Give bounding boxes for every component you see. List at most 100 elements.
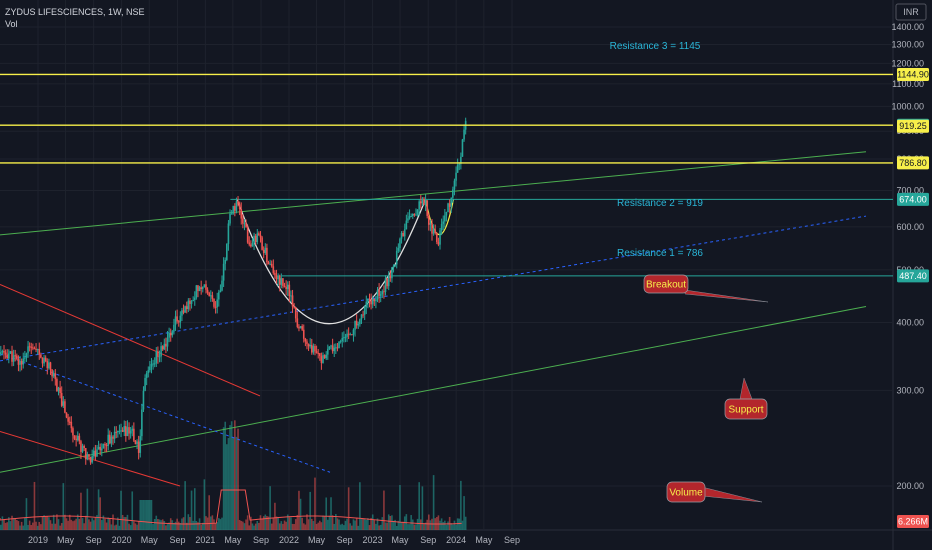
resistance-annotation: Resistance 3 = 1145 bbox=[610, 41, 701, 52]
volume-bar bbox=[201, 522, 204, 530]
volume-bar bbox=[283, 520, 286, 530]
volume-bar bbox=[174, 521, 177, 530]
candle-body bbox=[248, 242, 251, 245]
volume-bar bbox=[70, 519, 73, 530]
volume-bar bbox=[94, 517, 97, 530]
candle-body bbox=[347, 333, 350, 335]
volume-callout-box bbox=[666, 481, 706, 503]
candle-body bbox=[197, 285, 199, 292]
volume-bar bbox=[193, 488, 196, 530]
candle-body bbox=[429, 222, 432, 225]
volume-bar bbox=[310, 518, 313, 530]
volume-bar bbox=[328, 515, 331, 530]
x-tick-label: May bbox=[141, 535, 159, 545]
volume-bar bbox=[60, 523, 63, 530]
candle-body bbox=[65, 412, 68, 418]
candle-body bbox=[322, 355, 324, 363]
volume-bar bbox=[290, 517, 292, 530]
candle-body bbox=[246, 227, 249, 243]
candle-body bbox=[221, 280, 223, 291]
volume-bar bbox=[177, 521, 180, 530]
candle-body bbox=[370, 300, 372, 305]
volume-bar bbox=[86, 488, 89, 530]
candle-body bbox=[285, 286, 287, 290]
volume-bar bbox=[413, 524, 416, 530]
volume-bar bbox=[64, 514, 66, 530]
volume-bar bbox=[83, 523, 85, 530]
candle-body bbox=[301, 326, 303, 330]
horizontal-levels bbox=[0, 73, 893, 164]
candle-body bbox=[413, 214, 416, 216]
volume-bar bbox=[49, 520, 52, 530]
volume-bar bbox=[24, 517, 26, 530]
volume-bar bbox=[171, 520, 174, 530]
volume-bar bbox=[272, 517, 275, 530]
candle-body bbox=[192, 300, 194, 302]
currency-button[interactable] bbox=[895, 3, 927, 21]
volume-bar bbox=[19, 525, 21, 530]
candle-body bbox=[309, 344, 311, 347]
candle-body bbox=[24, 357, 26, 359]
candle-body bbox=[11, 351, 13, 362]
volume-bar bbox=[81, 518, 84, 530]
candle-body bbox=[43, 357, 45, 364]
y-tick-label: 400.00 bbox=[896, 318, 924, 328]
x-tick-label: Sep bbox=[253, 535, 269, 545]
price-label-text: 786.80 bbox=[899, 158, 927, 168]
volume-bar bbox=[109, 518, 111, 530]
candle-body bbox=[266, 247, 268, 263]
volume-bar bbox=[78, 518, 81, 530]
candle-body bbox=[224, 259, 227, 264]
volume-bar bbox=[184, 481, 186, 530]
candle-body bbox=[120, 430, 122, 432]
volume-bar bbox=[258, 522, 260, 530]
candle-body bbox=[128, 427, 130, 434]
candle-body bbox=[253, 235, 255, 244]
candle-body bbox=[250, 244, 252, 247]
candle-body bbox=[408, 216, 411, 219]
volume-bar bbox=[12, 517, 15, 530]
volume-bar bbox=[89, 521, 92, 530]
candle-body bbox=[437, 242, 440, 245]
candle-body bbox=[181, 310, 183, 316]
channel-lower-line bbox=[0, 306, 867, 473]
volume-bar bbox=[267, 516, 270, 530]
volume-bar bbox=[365, 519, 368, 530]
candle-body bbox=[258, 233, 260, 236]
volume-bar bbox=[192, 520, 194, 530]
volume-bar bbox=[415, 524, 417, 530]
volume-bar bbox=[363, 518, 366, 530]
volume-bar bbox=[62, 483, 65, 530]
volume-bar bbox=[56, 514, 58, 530]
candle-body bbox=[452, 189, 454, 198]
volume-bar bbox=[428, 514, 430, 530]
breakout-callout-box bbox=[643, 274, 689, 294]
candle-body bbox=[463, 129, 465, 140]
volume-bar bbox=[407, 524, 409, 530]
candles bbox=[0, 117, 467, 465]
volume-bar bbox=[317, 522, 319, 530]
volume-bar bbox=[250, 516, 252, 530]
candle-body bbox=[274, 272, 276, 276]
candle-body bbox=[399, 238, 401, 248]
volume-bar bbox=[282, 523, 284, 530]
volume-bar bbox=[139, 500, 142, 530]
candle-body bbox=[51, 369, 53, 377]
volume-bar bbox=[125, 517, 127, 530]
price-label-text: 919.25 bbox=[899, 121, 927, 131]
candle-body bbox=[216, 299, 219, 308]
candle-body bbox=[166, 337, 169, 347]
candle-body bbox=[291, 295, 294, 307]
resistance-annotation: Resistance 2 = 919 bbox=[617, 198, 703, 209]
volume-bar bbox=[400, 522, 403, 530]
candle-body bbox=[312, 346, 315, 353]
volume-bar bbox=[43, 515, 45, 530]
candle-body bbox=[28, 346, 31, 348]
candle-body bbox=[371, 298, 374, 305]
volume-bar bbox=[179, 523, 182, 530]
volume-bar bbox=[373, 519, 376, 530]
volume-bar bbox=[14, 518, 17, 530]
y-tick-label: 300.00 bbox=[896, 385, 924, 395]
